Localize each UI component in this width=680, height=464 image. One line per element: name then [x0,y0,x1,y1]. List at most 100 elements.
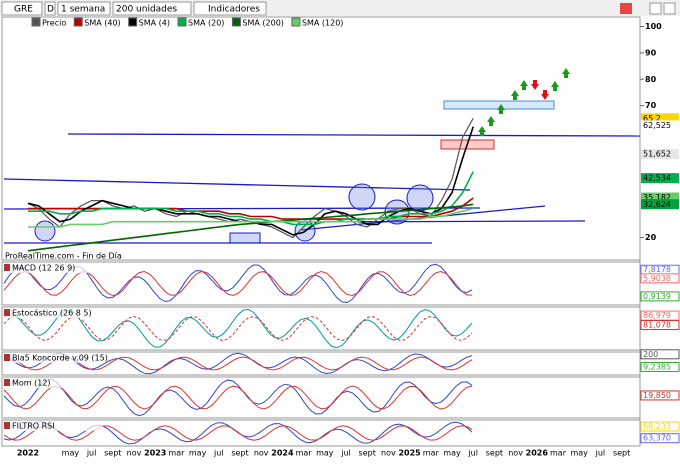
arrow-up [520,80,528,90]
legend-label: Precio [42,19,66,28]
trace [3,352,473,375]
panel-title-bg [3,378,103,388]
x-tick-label: mar [550,449,567,458]
panel-tag-label: 68,233 [643,422,671,431]
close-icon[interactable] [663,2,676,15]
legend-swatch [177,17,187,27]
trend-line [67,133,641,137]
x-tick-label: nov [254,449,269,458]
price-tag [641,113,679,124]
legend-label: SMA (40) [84,19,120,28]
y-tick-label: 90 [645,48,657,57]
indicators-box[interactable] [193,1,267,16]
x-tick-label: nov [381,449,396,458]
panel-tag [640,361,680,372]
panel-tag-label: 200 [643,350,658,359]
series-line [27,203,474,252]
panel-tag-label: 63,370 [643,434,671,443]
indicator-trace [3,421,473,445]
window-icon[interactable] [649,2,662,15]
panel-frame [1,351,641,376]
indicator-trace [3,352,473,375]
x-tick-label: sept [486,449,503,458]
trace [3,385,473,410]
arrow-up [511,90,519,100]
indicator-trace [3,308,473,349]
panel-tag [640,291,680,302]
panel-icon [4,264,10,271]
panel-title-bg [3,263,103,273]
panel-tag [640,349,680,360]
mode: D [47,5,54,15]
trace [3,308,473,349]
panel-tag-label: 9,2385 [643,362,671,371]
panel-title: MACD (12 26 9) [12,264,75,273]
panel-frame [1,261,641,306]
tool-icon[interactable] [620,3,632,14]
legend-label: SMA (20) [188,19,224,28]
trace [3,356,473,371]
x-tick-label: sept [359,449,376,458]
panel-title: Bla5 Koncorde v.09 (15) [12,354,108,363]
period-box[interactable] [57,1,111,16]
trace [3,315,473,342]
x-tick-label: 2022 [17,449,39,458]
panel-title-bg [3,308,103,318]
price-tag-label: 62,525 [643,121,671,130]
x-tick-label: nov [508,449,523,458]
x-tick-label: nov [127,449,142,458]
panel-title-bg [3,421,103,431]
trace [3,425,473,441]
x-tick-label: may [443,449,461,458]
legend-swatch [128,17,138,27]
arrow-up [562,68,570,78]
price-tag-label: 35,182 [643,193,671,202]
legend-label: SMA (120) [302,19,344,28]
panel-title-bg [3,353,103,363]
arrow-up [551,81,559,91]
x-tick-label: sept [104,449,121,458]
x-tick-label: 2025 [398,449,421,458]
panel-tag [640,433,680,444]
legend-swatch [291,17,301,27]
trend-line [3,178,471,191]
legend-label: SMA (4) [139,19,170,28]
x-tick-label: may [189,449,207,458]
x-tick-label: 2024 [271,449,294,458]
price-tag [641,149,679,160]
mode-box[interactable] [44,1,56,16]
indicator-trace [3,378,473,417]
x-tick-label: may [570,449,588,458]
panel-tag-label: 86,979 [643,311,671,320]
trace [3,421,473,445]
x-tick-label: jul [467,449,478,458]
trace [3,378,473,417]
symbol-box[interactable] [1,1,43,16]
price-tag [641,199,679,210]
panel-tag [640,320,680,331]
arrow-up [478,126,486,136]
y-tick-label: 20 [645,233,657,242]
x-tick-label: may [316,449,334,458]
symbol: GRE [14,5,33,15]
x-tick-label: jul [213,449,224,458]
units-box[interactable] [112,1,192,16]
panel-tag-label: 5,9038 [643,274,671,283]
x-tick-label: jul [86,449,97,458]
price-tag [641,120,679,131]
x-tick-label: sept [231,449,248,458]
indicators: Indicadores [208,5,260,15]
period: 1 semana [61,5,105,15]
arrow-up [487,116,495,126]
x-tick-label: may [62,449,80,458]
panel-tag-label: 0,9139 [643,292,671,301]
x-tick-label: mar [296,449,313,458]
panel-title: Mom (12) [12,379,51,388]
x-tick-label: jul [340,449,351,458]
panel-tag-label: 7,8178 [643,265,671,274]
legend-swatch [231,17,241,27]
box [229,232,261,244]
price-tag-label: 42,534 [643,174,671,183]
panel-icon [4,422,10,429]
